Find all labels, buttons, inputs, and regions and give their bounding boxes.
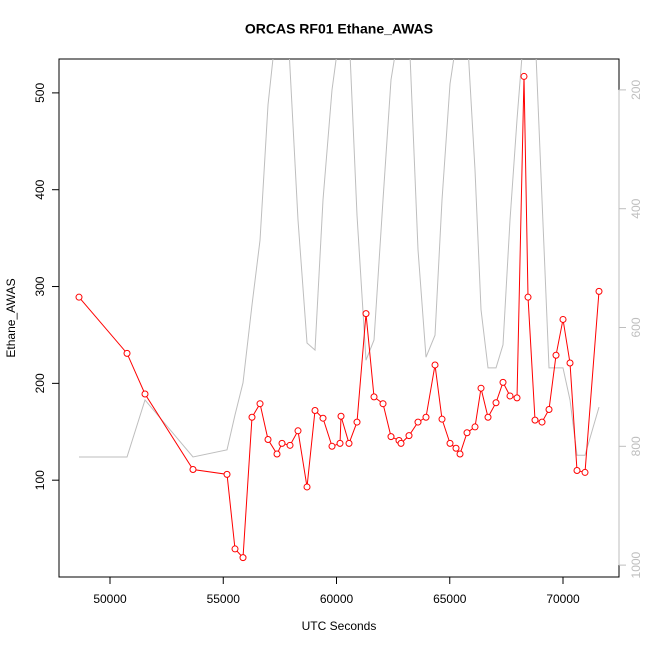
chart-title: ORCAS RF01 Ethane_AWAS <box>245 21 433 37</box>
data-point <box>414 418 422 426</box>
x-tick-label: 60000 <box>320 592 354 606</box>
data-point <box>256 400 264 408</box>
data-point <box>286 441 294 449</box>
data-point <box>520 72 528 80</box>
data-point <box>405 432 413 440</box>
data-point <box>379 400 387 408</box>
x-tick-label: 55000 <box>207 592 241 606</box>
data-point <box>370 393 378 401</box>
data-point <box>531 416 539 424</box>
data-point <box>446 439 454 447</box>
x-tick-label: 50000 <box>93 592 127 606</box>
data-point <box>595 287 603 295</box>
data-point <box>311 406 319 414</box>
y2-tick-label: 600 <box>629 317 643 337</box>
y2-tick-label: 400 <box>629 198 643 218</box>
data-point <box>513 394 521 402</box>
x-tick-label: 65000 <box>433 592 467 606</box>
y-axis-label: Ethane_AWAS <box>4 278 18 357</box>
x-tick-label: 70000 <box>546 592 580 606</box>
data-point <box>545 405 553 413</box>
data-point <box>223 470 231 478</box>
data-point <box>278 439 286 447</box>
y2-tick-label: 200 <box>629 80 643 100</box>
data-point <box>581 468 589 476</box>
data-point <box>273 450 281 458</box>
data-point <box>336 439 344 447</box>
data-point <box>264 436 272 444</box>
data-point <box>123 349 131 357</box>
data-point <box>566 359 574 367</box>
data-point <box>189 466 197 474</box>
data-point <box>141 390 149 398</box>
data-point <box>231 545 239 553</box>
data-point <box>248 413 256 421</box>
y-tick-label: 100 <box>33 470 47 490</box>
y2-tick-label: 1000 <box>629 551 643 578</box>
data-point <box>559 315 567 323</box>
plot-area <box>75 59 603 562</box>
data-point <box>471 423 479 431</box>
data-point <box>463 429 471 437</box>
data-point <box>294 427 302 435</box>
data-point <box>397 439 405 447</box>
y-tick-label: 400 <box>33 179 47 199</box>
data-point <box>345 439 353 447</box>
data-point <box>387 433 395 441</box>
data-point <box>422 413 430 421</box>
data-point <box>337 412 345 420</box>
data-point <box>524 293 532 301</box>
y-tick-label: 200 <box>33 373 47 393</box>
data-point <box>552 351 560 359</box>
data-point <box>328 442 336 450</box>
data-point <box>239 554 247 562</box>
data-point <box>353 418 361 426</box>
data-point <box>484 413 492 421</box>
data-point <box>431 361 439 369</box>
data-point <box>492 399 500 407</box>
data-point <box>573 466 581 474</box>
series-line <box>79 59 600 458</box>
data-point <box>456 450 464 458</box>
y2-tick-label: 800 <box>629 436 643 456</box>
data-point <box>538 418 546 426</box>
data-point <box>319 414 327 422</box>
data-point <box>438 415 446 423</box>
data-point <box>477 384 485 392</box>
data-point <box>452 444 460 452</box>
data-point <box>506 392 514 400</box>
data-point <box>75 293 83 301</box>
y-tick-label: 300 <box>33 276 47 296</box>
data-point <box>499 378 507 386</box>
data-point <box>303 483 311 491</box>
data-point <box>362 310 370 318</box>
y-tick-label: 500 <box>33 83 47 103</box>
x-axis-label: UTC Seconds <box>302 619 377 633</box>
